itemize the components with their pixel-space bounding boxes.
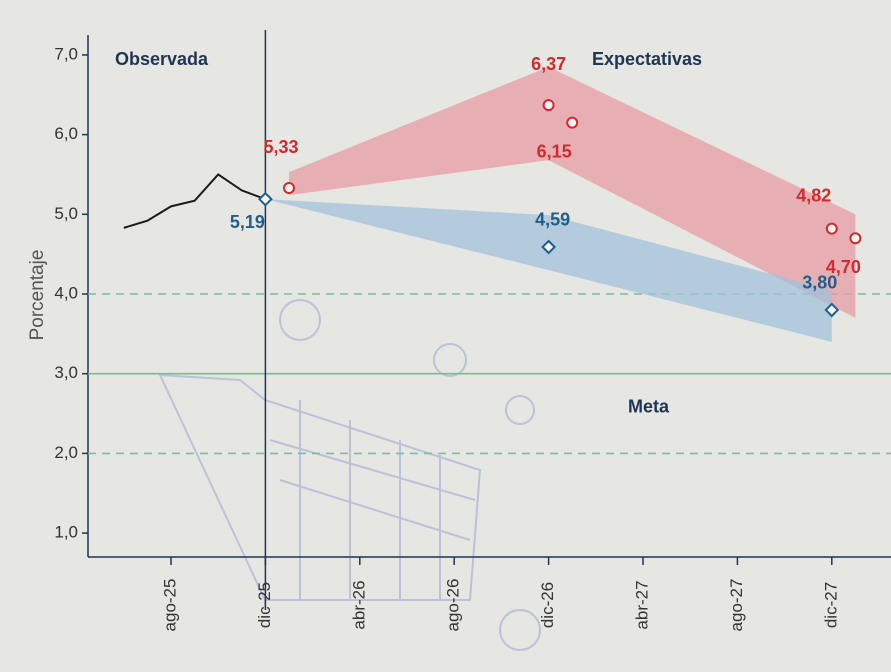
observed-label: Observada — [115, 49, 209, 69]
marker — [566, 116, 579, 129]
marker — [257, 191, 273, 207]
value-label: 4,82 — [796, 185, 831, 205]
marker — [283, 182, 295, 195]
x-tick-label: ago-26 — [444, 579, 463, 632]
observed-line — [123, 173, 266, 229]
x-tick-label: dic-27 — [821, 582, 840, 628]
marker — [849, 232, 862, 245]
value-label: 5,33 — [263, 137, 298, 157]
y-tick-label: 3,0 — [54, 363, 78, 382]
y-tick-label: 4,0 — [54, 283, 78, 302]
marker — [541, 239, 557, 255]
value-label: 4,59 — [535, 210, 570, 230]
y-tick-label: 5,0 — [54, 204, 78, 223]
value-label: 5,19 — [230, 212, 265, 232]
value-label: 3,80 — [802, 273, 837, 293]
value-label: 6,15 — [537, 141, 572, 161]
band — [289, 66, 856, 318]
x-tick-label: ago-27 — [727, 579, 746, 632]
value-label: 4,70 — [826, 257, 861, 277]
y-tick-label: 2,0 — [54, 443, 78, 462]
x-tick-label: abr-27 — [632, 580, 651, 629]
value-label: 6,37 — [531, 54, 566, 74]
reference-label: Meta — [628, 396, 670, 416]
y-tick-label: 1,0 — [54, 523, 78, 542]
y-tick-label: 7,0 — [54, 44, 78, 63]
marker — [542, 99, 555, 112]
x-tick-label: abr-26 — [349, 580, 368, 629]
x-tick-label: dic-26 — [538, 582, 557, 628]
y-axis-title: Porcentaje — [27, 250, 48, 341]
band — [265, 199, 832, 342]
y-tick-label: 6,0 — [54, 124, 78, 143]
expected-label: Expectativas — [592, 49, 702, 69]
marker — [824, 302, 840, 318]
marker — [825, 222, 838, 235]
x-tick-label: dic-25 — [255, 582, 274, 628]
x-tick-label: ago-25 — [160, 579, 179, 632]
